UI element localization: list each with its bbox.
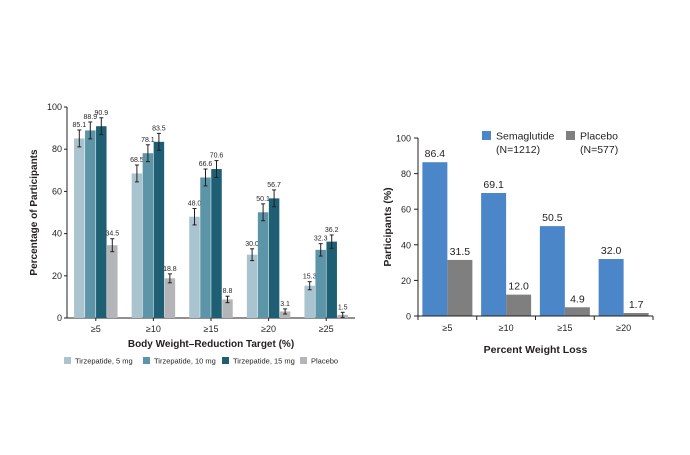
left-data-label: 66.6 <box>199 161 213 168</box>
right-y-axis-title: Participants (%) <box>382 187 394 266</box>
right-x-tick-label: ≥5 <box>442 323 452 333</box>
right-bar-chart: 86.4 31.5 ≥5 69.1 12.0 ≥10 50.5 4.9 ≥15 32.0 1.7 ≥2… <box>382 131 654 356</box>
right-bar <box>506 294 532 316</box>
right-data-label: 32.0 <box>601 245 622 257</box>
left-y-tick-label: 60 <box>52 186 62 196</box>
right-x-axis-title: Percent Weight Loss <box>484 344 588 356</box>
right-x-tick-label: ≥15 <box>557 323 572 333</box>
right-y-tick-label: 80 <box>401 169 411 179</box>
right-bar <box>564 307 590 316</box>
left-bar <box>304 285 315 318</box>
left-bar <box>74 138 85 318</box>
right-legend-swatch <box>482 131 491 140</box>
left-data-label: 1.5 <box>338 304 348 311</box>
right-data-label: 31.5 <box>450 246 471 258</box>
left-bar <box>211 169 222 318</box>
left-bar <box>164 278 176 318</box>
left-data-label: 90.9 <box>94 110 108 117</box>
right-y-tick-label: 0 <box>406 312 411 322</box>
left-bar <box>257 212 269 318</box>
left-data-label: 30.0 <box>245 241 259 248</box>
left-legend-label: Placebo <box>311 357 338 366</box>
right-data-label: 69.1 <box>483 179 504 191</box>
right-legend-label: Semaglutide <box>496 131 555 143</box>
left-legend-swatch <box>300 357 307 364</box>
right-data-label: 12.0 <box>508 281 529 293</box>
right-bar <box>539 226 565 316</box>
right-legend-label: Placebo <box>580 131 618 143</box>
right-y-tick-label: 60 <box>401 205 411 215</box>
right-y-tick-label: 20 <box>401 276 411 286</box>
left-data-label: 78.1 <box>141 137 155 144</box>
left-x-tick-label: ≥15 <box>204 324 219 334</box>
left-data-label: 15.3 <box>303 274 317 281</box>
left-data-label: 8.8 <box>223 288 233 295</box>
left-legend-swatch <box>64 357 71 364</box>
left-bar <box>222 299 233 318</box>
right-data-label: 86.4 <box>425 148 446 160</box>
left-bar <box>189 216 200 318</box>
left-y-tick-label: 40 <box>52 229 62 239</box>
left-x-tick-label: ≥10 <box>146 324 161 334</box>
left-y-tick-label: 80 <box>52 144 62 154</box>
left-bar <box>326 241 337 318</box>
left-bar <box>107 245 118 318</box>
left-data-label: 50.1 <box>256 196 270 203</box>
right-x-tick-label: ≥20 <box>616 323 631 333</box>
right-bar <box>422 162 448 316</box>
right-legend-swatch <box>566 131 575 140</box>
left-data-label: 83.5 <box>152 125 166 132</box>
right-legend-sublabel: (N=1212) <box>496 144 540 156</box>
left-data-label: 32.3 <box>314 236 328 243</box>
left-bar-chart: 0 20 40 60 80 100 85.188.990.9 34.5 ≥5 68.5 78.1 83… <box>29 102 355 366</box>
left-data-label: 36.2 <box>325 227 339 234</box>
left-bar <box>85 130 96 318</box>
left-bar <box>268 198 280 318</box>
left-bar <box>131 173 143 318</box>
left-bar <box>315 249 326 318</box>
right-data-label: 1.7 <box>629 299 644 311</box>
left-data-label: 85.1 <box>72 122 86 129</box>
right-bar <box>598 259 624 316</box>
left-x-tick-label: ≥20 <box>261 324 276 334</box>
right-data-label: 50.5 <box>542 212 563 224</box>
left-data-label: 3.1 <box>280 301 290 308</box>
left-y-tick-label: 0 <box>57 313 62 323</box>
right-y-tick-label: 40 <box>401 240 411 250</box>
left-data-label: 18.8 <box>163 266 177 273</box>
left-data-label: 68.5 <box>130 157 144 164</box>
right-bar <box>623 312 649 316</box>
right-bar <box>481 193 507 316</box>
left-data-label: 34.5 <box>105 231 119 238</box>
right-data-label: 4.9 <box>570 293 585 305</box>
left-legend-swatch <box>222 357 229 364</box>
left-bar <box>200 177 211 318</box>
left-data-label: 88.9 <box>83 114 97 121</box>
left-bar <box>153 141 165 318</box>
left-bar <box>246 254 258 318</box>
left-x-tick-label: ≥25 <box>319 324 334 334</box>
right-legend-sublabel: (N=577) <box>580 144 618 156</box>
left-legend-swatch <box>143 357 150 364</box>
left-y-tick-label: 20 <box>52 271 62 281</box>
left-x-tick-label: ≥5 <box>91 324 101 334</box>
left-bar <box>142 153 154 318</box>
left-y-axis-title: Percentage of Participants <box>29 149 40 276</box>
left-legend-label: Tirzepatide, 10 mg <box>154 357 216 366</box>
left-data-label: 56.7 <box>267 182 281 189</box>
left-bar <box>96 126 107 319</box>
right-x-tick-label: ≥10 <box>499 323 514 333</box>
left-legend-label: Tirzepatide, 5 mg <box>75 357 133 366</box>
left-y-tick-label: 100 <box>47 102 62 112</box>
left-data-label: 48.0 <box>188 201 202 208</box>
left-x-axis-title: Body Weight–Reduction Target (%) <box>128 339 294 350</box>
left-data-label: 70.6 <box>210 153 224 160</box>
right-bar <box>447 259 473 316</box>
left-legend-label: Tirzepatide, 15 mg <box>233 357 295 366</box>
left-bar <box>279 311 291 318</box>
right-y-tick-label: 100 <box>396 134 411 144</box>
